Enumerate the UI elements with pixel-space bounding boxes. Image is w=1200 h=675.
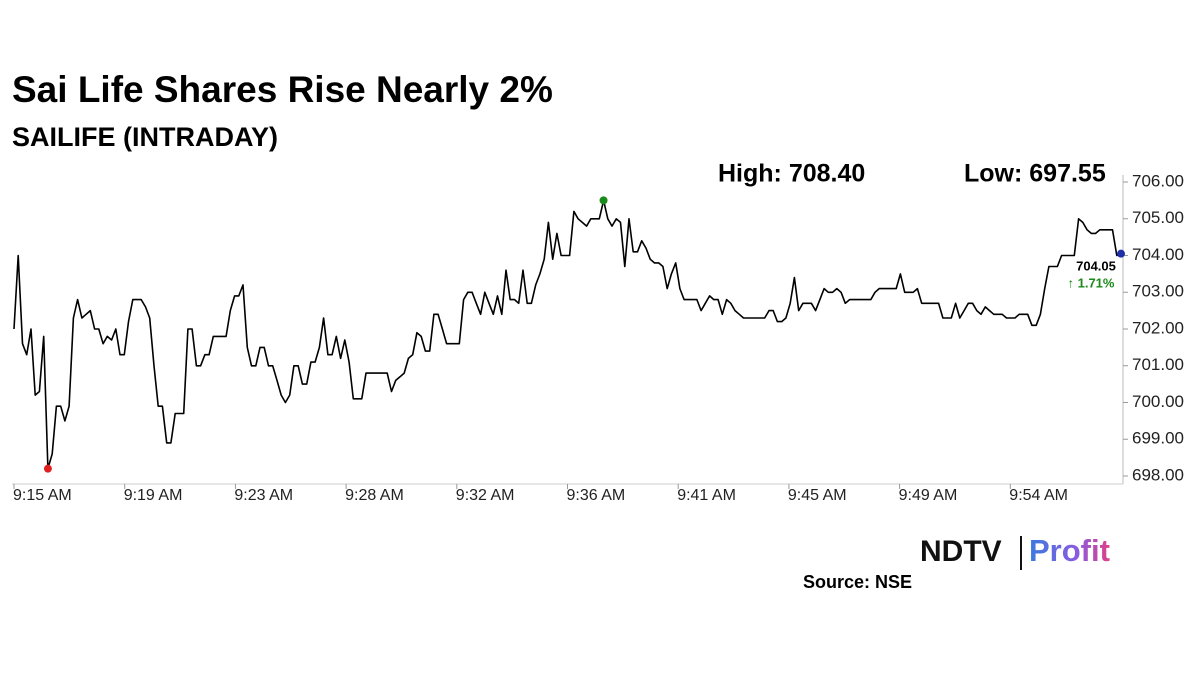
x-tick-label: 9:19 AM [124,487,183,504]
x-tick-label: 9:23 AM [234,487,293,504]
x-tick-label: 9:28 AM [345,487,404,504]
y-tick-label: 701.00 [1132,355,1184,374]
low-label: Low: 697.55 [964,160,1106,188]
source: Source: NSE [803,572,912,592]
y-tick-label: 703.00 [1132,282,1184,301]
x-tick-label: 9:41 AM [677,487,736,504]
logo-ndtv: NDTV [920,535,1002,568]
change-label: ↑ 1.71% [1068,275,1115,290]
y-tick-label: 705.00 [1132,208,1184,227]
chart-title: Sai Life Shares Rise Nearly 2% [12,69,553,110]
y-tick-label: 699.00 [1132,429,1184,448]
x-tick-label: 9:36 AM [567,487,626,504]
last-marker [1117,249,1125,258]
y-tick-label: 702.00 [1132,318,1184,337]
x-tick-label: 9:45 AM [788,487,847,504]
x-tick-label: 9:54 AM [1009,487,1068,504]
logo-profit: Profit [1029,533,1110,568]
high-marker [599,196,608,205]
x-tick-label: 9:32 AM [456,487,515,504]
price-line [13,199,1122,470]
high-label: High: 708.40 [718,160,865,188]
y-tick-label: 698.00 [1132,465,1184,484]
x-tick-label: 9:15 AM [13,487,72,504]
x-tick-label: 9:49 AM [899,487,958,504]
low-marker [43,464,52,473]
y-tick-label: 704.00 [1132,245,1184,264]
chart-subtitle: SAILIFE (INTRADAY) [12,122,278,152]
y-tick-label: 706.00 [1132,171,1184,190]
last-value-label: 704.05 [1076,258,1116,273]
y-tick-label: 700.00 [1132,392,1184,411]
